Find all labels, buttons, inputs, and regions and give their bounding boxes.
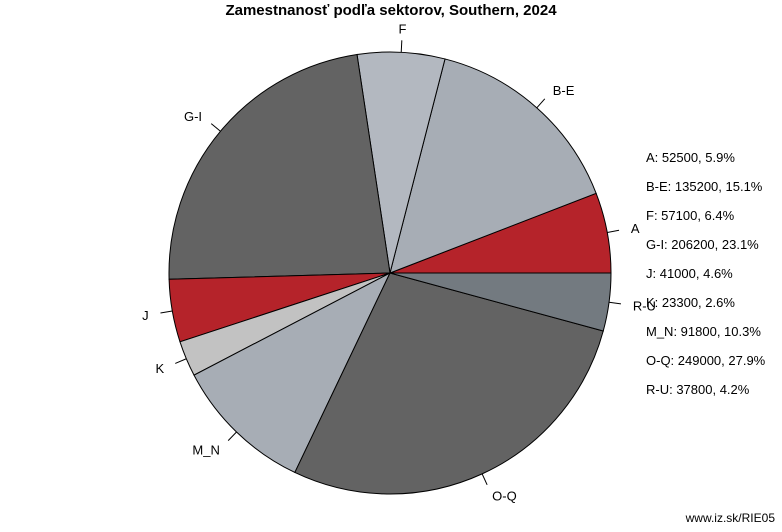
slice-label-k: K <box>156 361 165 376</box>
label-tick-f <box>400 40 403 53</box>
chart-title: Zamestnanosť podľa sektorov, Southern, 2… <box>225 2 557 19</box>
slice-label-m-n: M_N <box>192 442 219 457</box>
label-tick-g-i <box>210 123 221 132</box>
legend-item-b-e: B-E: 135200, 15.1% <box>646 179 763 194</box>
legend-item-r-u: R-U: 37800, 4.2% <box>646 382 750 397</box>
source-link[interactable]: www.iz.sk/RIE05 <box>685 511 776 525</box>
legend-item-k: K: 23300, 2.6% <box>646 295 735 310</box>
legend-item-g-i: G-I: 206200, 23.1% <box>646 237 759 252</box>
slice-label-o-q: O-Q <box>492 489 517 504</box>
legend-item-o-q: O-Q: 249000, 27.9% <box>646 353 766 368</box>
label-tick-r-u <box>608 301 622 305</box>
slice-label-g-i: G-I <box>184 109 202 124</box>
label-tick-b-e <box>536 98 546 109</box>
slice-label-j: J <box>142 308 149 323</box>
slice-label-r-u: R-U <box>633 298 656 313</box>
legend-item-m-n: M_N: 91800, 10.3% <box>646 324 761 339</box>
legend: A: 52500, 5.9% B-E: 135200, 15.1% F: 57100… <box>646 150 766 397</box>
slice-label-a: A <box>631 221 640 236</box>
pie-slice-g-i <box>168 53 391 280</box>
pie-slice-b-e <box>389 58 597 274</box>
legend-item-f: F: 57100, 6.4% <box>646 208 735 223</box>
pie-slices <box>168 51 612 495</box>
label-tick-j <box>160 310 173 314</box>
slice-labels: A B-E F G-I J K M_N O-Q R-U <box>142 21 656 503</box>
label-tick-m-n <box>227 431 237 441</box>
slice-label-b-e: B-E <box>553 83 575 98</box>
slice-label-f: F <box>398 21 406 36</box>
legend-item-a: A: 52500, 5.9% <box>646 150 735 165</box>
pie-slice-r-u <box>389 272 612 332</box>
label-tick-k <box>175 358 187 364</box>
legend-item-j: J: 41000, 4.6% <box>646 266 733 281</box>
label-tick-a <box>607 229 620 233</box>
label-tick-o-q <box>481 473 488 485</box>
